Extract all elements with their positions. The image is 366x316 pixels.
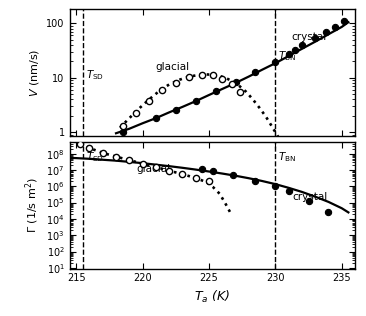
Y-axis label: $V$ (nm/s): $V$ (nm/s): [28, 48, 41, 97]
Text: glacial: glacial: [136, 164, 170, 174]
X-axis label: $T_a$ (K): $T_a$ (K): [194, 289, 230, 305]
Text: glacial: glacial: [156, 62, 190, 72]
Text: $T_{\mathrm{SD}}$: $T_{\mathrm{SD}}$: [86, 69, 104, 82]
Text: crystal: crystal: [291, 32, 326, 42]
Text: $T_{\mathrm{SD}}$: $T_{\mathrm{SD}}$: [86, 150, 104, 164]
Text: crystal: crystal: [292, 192, 328, 202]
Text: $T_{\mathrm{BN}}$: $T_{\mathrm{BN}}$: [278, 150, 296, 164]
Y-axis label: $\Gamma$ (1/s m$^2$): $\Gamma$ (1/s m$^2$): [23, 178, 41, 233]
Text: $T_{\mathrm{BN}}$: $T_{\mathrm{BN}}$: [278, 49, 296, 63]
